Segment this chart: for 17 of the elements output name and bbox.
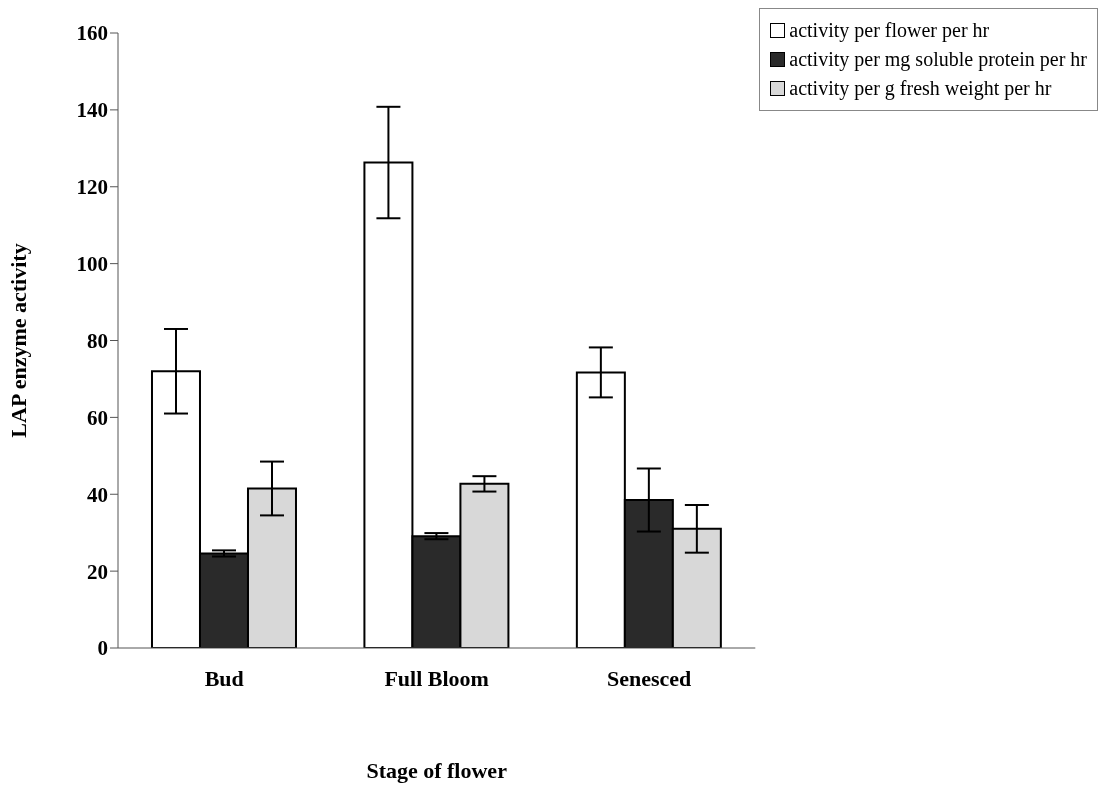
legend-label: activity per mg soluble protein per hr	[789, 48, 1087, 71]
x-tick-label: Bud	[204, 665, 244, 691]
y-tick-label: 120	[76, 175, 108, 200]
legend-label: activity per g fresh weight per hr	[789, 77, 1052, 100]
y-tick-label: 140	[76, 98, 108, 123]
x-tick-label: Senesced	[606, 665, 692, 691]
y-tick-label: 100	[76, 252, 108, 277]
y-axis-title: LAP enzyme activity	[5, 243, 31, 438]
legend-label: activity per flower per hr	[789, 19, 990, 42]
y-tick-label: 20	[87, 559, 108, 584]
x-axis-title: Stage of flower	[366, 758, 508, 783]
y-tick-label: 40	[87, 482, 108, 507]
y-tick-label: 60	[87, 405, 108, 430]
y-tick-label: 80	[87, 328, 108, 353]
y-tick-label: 160	[76, 21, 108, 46]
x-tick-label: Full Bloom	[384, 665, 489, 691]
y-tick-label: 0	[97, 636, 108, 661]
